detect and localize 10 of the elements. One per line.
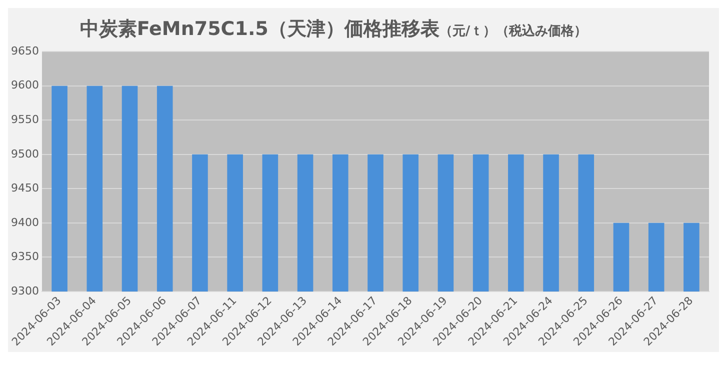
y-tick-label: 9400: [10, 216, 39, 229]
y-tick-label: 9650: [10, 44, 39, 58]
y-tick-label: 9550: [10, 112, 39, 126]
y-tick-label: 9600: [10, 78, 39, 92]
chart-subtitle: （元/ｔ）（税込み価格）: [439, 24, 588, 39]
y-tick-label: 9500: [10, 147, 39, 160]
y-tick-label: 9450: [10, 182, 39, 195]
y-tick-label: 9300: [10, 284, 39, 298]
chart-title: 中炭素FeMn75C1.5（天津）価格推移表: [80, 18, 440, 40]
y-tick-label: 9350: [10, 250, 39, 264]
